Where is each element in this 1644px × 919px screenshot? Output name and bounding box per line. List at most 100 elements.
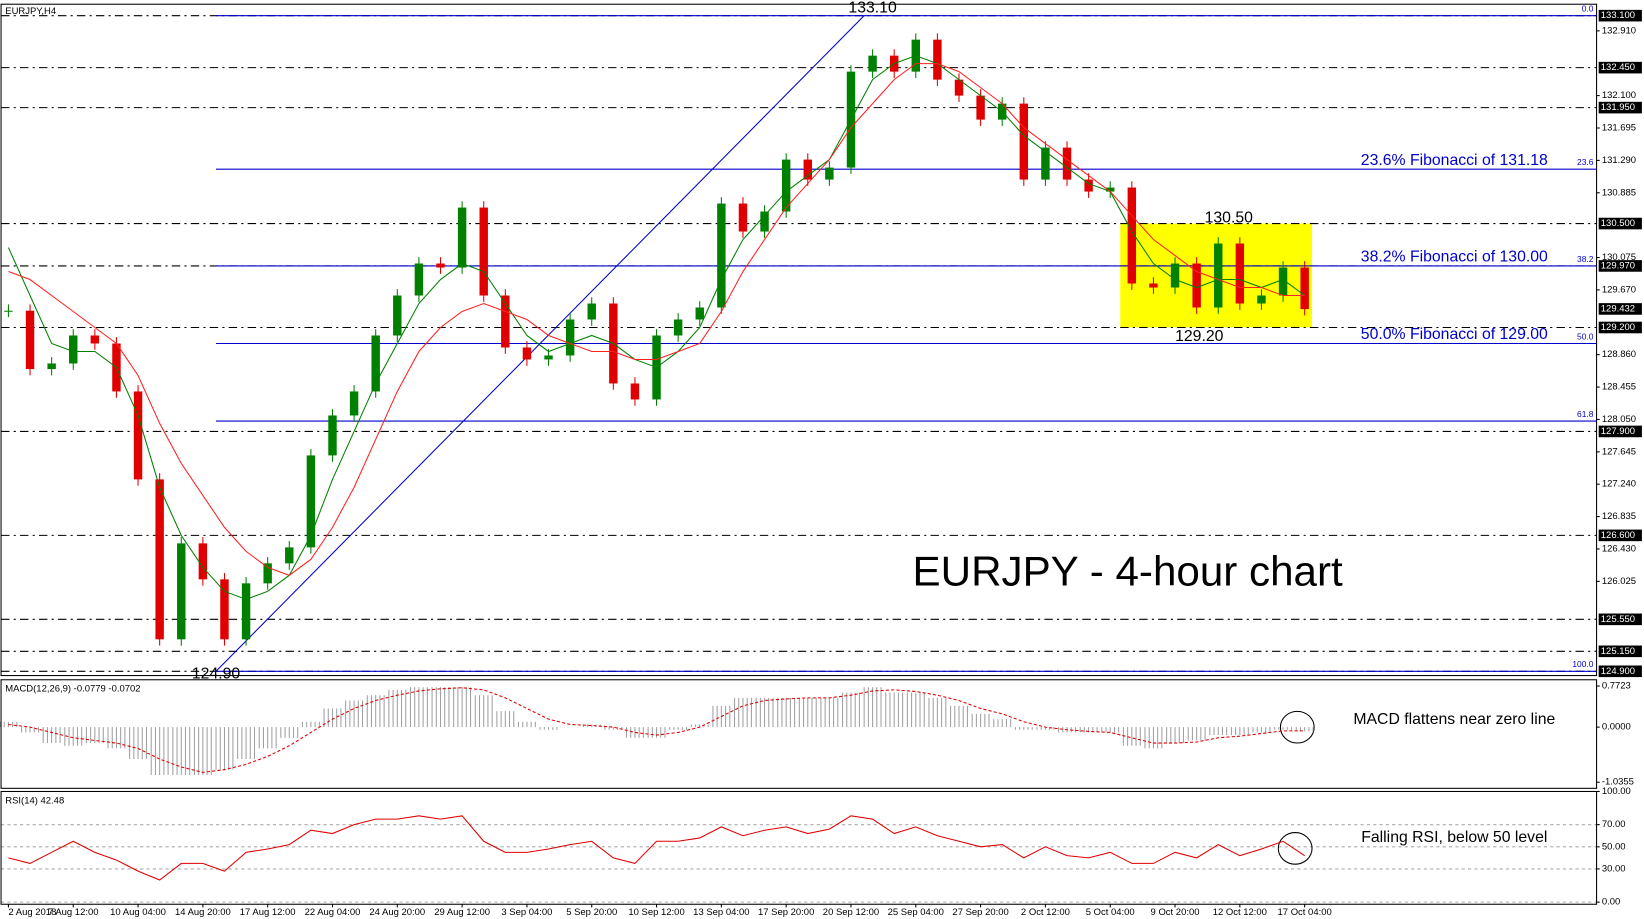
extreme-label: 130.50 — [1205, 209, 1254, 226]
y-tick-label: 70.00 — [1602, 819, 1626, 830]
candle — [868, 55, 877, 72]
candle — [781, 159, 791, 212]
rsi-title: RSI(14) 42.48 — [5, 795, 64, 806]
x-tick-label: 27 Sep 20:00 — [952, 907, 1008, 918]
level-label-box — [1598, 613, 1642, 626]
moving-average — [7, 55, 1305, 600]
x-tick-label: 5 Sep 20:00 — [566, 907, 617, 918]
x-tick-label: 29 Aug 12:00 — [434, 907, 490, 918]
level-label: 131.950 — [1601, 102, 1635, 113]
y-tick-label: 128.860 — [1602, 349, 1636, 360]
moving-average — [8, 63, 1305, 576]
rsi-panel — [0, 790, 1598, 905]
candle — [1084, 179, 1093, 192]
x-tick-label: 14 Aug 20:00 — [175, 907, 231, 918]
candle — [760, 211, 769, 232]
x-tick-label: 5 Oct 04:00 — [1086, 907, 1135, 918]
y-tick-label: 130.885 — [1602, 187, 1636, 198]
x-tick-label: 13 Sep 04:00 — [693, 907, 749, 918]
candle — [371, 335, 380, 392]
y-tick-label: 132.910 — [1602, 25, 1636, 36]
y-tick-label: 127.240 — [1602, 479, 1636, 490]
trendline — [215, 15, 865, 672]
candle — [90, 335, 100, 344]
fib-label: 23.6 — [1577, 157, 1594, 167]
candle — [738, 203, 748, 232]
candle — [630, 383, 640, 400]
y-tick-label: 50.00 — [1602, 841, 1626, 852]
candle — [1127, 187, 1137, 284]
y-tick-label: 30.00 — [1602, 863, 1626, 874]
y-tick-label: 128.455 — [1602, 382, 1636, 393]
x-tick-label: 7 Aug 12:00 — [48, 907, 99, 918]
x-tick-label: 3 Sep 04:00 — [501, 907, 552, 918]
candle — [976, 95, 985, 120]
candle — [220, 579, 229, 640]
level-label: 125.550 — [1601, 614, 1635, 625]
candle — [1149, 283, 1158, 288]
level-label-box — [1598, 425, 1642, 438]
candle — [1214, 243, 1223, 308]
y-tick-label: 131.695 — [1602, 123, 1636, 134]
y-tick-label: 132.100 — [1602, 90, 1636, 101]
candle — [695, 307, 704, 320]
candle — [803, 159, 812, 180]
y-tick-label: 126.835 — [1602, 511, 1636, 522]
fib-label: 100.0 — [1572, 659, 1593, 669]
candle — [349, 391, 359, 416]
x-tick-label: 17 Sep 20:00 — [758, 907, 814, 918]
x-tick-label: 22 Aug 04:00 — [305, 907, 361, 918]
candle — [1019, 103, 1029, 180]
macd-panel — [0, 679, 1598, 789]
level-label: 127.900 — [1601, 426, 1635, 437]
rsi-note: Falling RSI, below 50 level — [1361, 829, 1547, 846]
candle — [954, 79, 964, 96]
candle — [1170, 263, 1180, 288]
y-tick-label: 128.050 — [1602, 414, 1636, 425]
candle — [133, 391, 143, 480]
y-tick-label: 127.645 — [1602, 446, 1636, 457]
candle — [587, 303, 596, 320]
highlight-circle — [1279, 710, 1315, 744]
y-tick-label: 0.00 — [1602, 897, 1620, 908]
price-panel — [0, 3, 1598, 677]
level-label: 129.200 — [1601, 322, 1635, 333]
x-tick-label: 17 Oct 04:00 — [1278, 907, 1332, 918]
fib-label: 0.0 — [1582, 4, 1594, 14]
candle — [177, 543, 186, 640]
level-label-box — [1598, 645, 1642, 658]
price-label-box — [1598, 303, 1642, 315]
level-label: 132.450 — [1601, 62, 1635, 73]
candle — [4, 310, 13, 312]
candle — [717, 203, 726, 308]
level-label: 130.500 — [1601, 218, 1635, 229]
level-label-box — [1598, 9, 1642, 22]
level-label-box — [1598, 321, 1642, 334]
x-tick-label: 2 Oct 12:00 — [1021, 907, 1070, 918]
fib-label: 61.8 — [1577, 409, 1594, 419]
candle — [47, 363, 56, 370]
macd-note: MACD flattens near zero line — [1353, 711, 1555, 728]
x-tick-label: 24 Aug 20:00 — [369, 907, 425, 918]
fib-annotation: 23.6% Fibonacci of 131.18 — [1361, 152, 1548, 169]
candle — [1192, 263, 1201, 308]
signal-line — [8, 687, 1305, 773]
level-label: 124.900 — [1601, 666, 1635, 677]
macd-title: MACD(12,26,9) -0.0779 -0.0702 — [5, 684, 140, 695]
fib-label: 50.0 — [1577, 331, 1594, 341]
y-tick-label: 0.7723 — [1602, 681, 1631, 692]
level-label-box — [1598, 217, 1642, 230]
level-label-box — [1598, 260, 1642, 272]
candle — [501, 295, 510, 348]
candle — [69, 335, 78, 364]
candle — [393, 295, 402, 336]
x-tick-label: 10 Aug 04:00 — [110, 907, 166, 918]
x-tick-label: 9 Oct 20:00 — [1151, 907, 1200, 918]
candle — [565, 319, 575, 356]
level-label-box — [1598, 101, 1642, 114]
level-label: 125.150 — [1601, 646, 1635, 657]
candle — [1106, 187, 1115, 192]
chart-title: EURJPY,H4 — [5, 6, 56, 17]
